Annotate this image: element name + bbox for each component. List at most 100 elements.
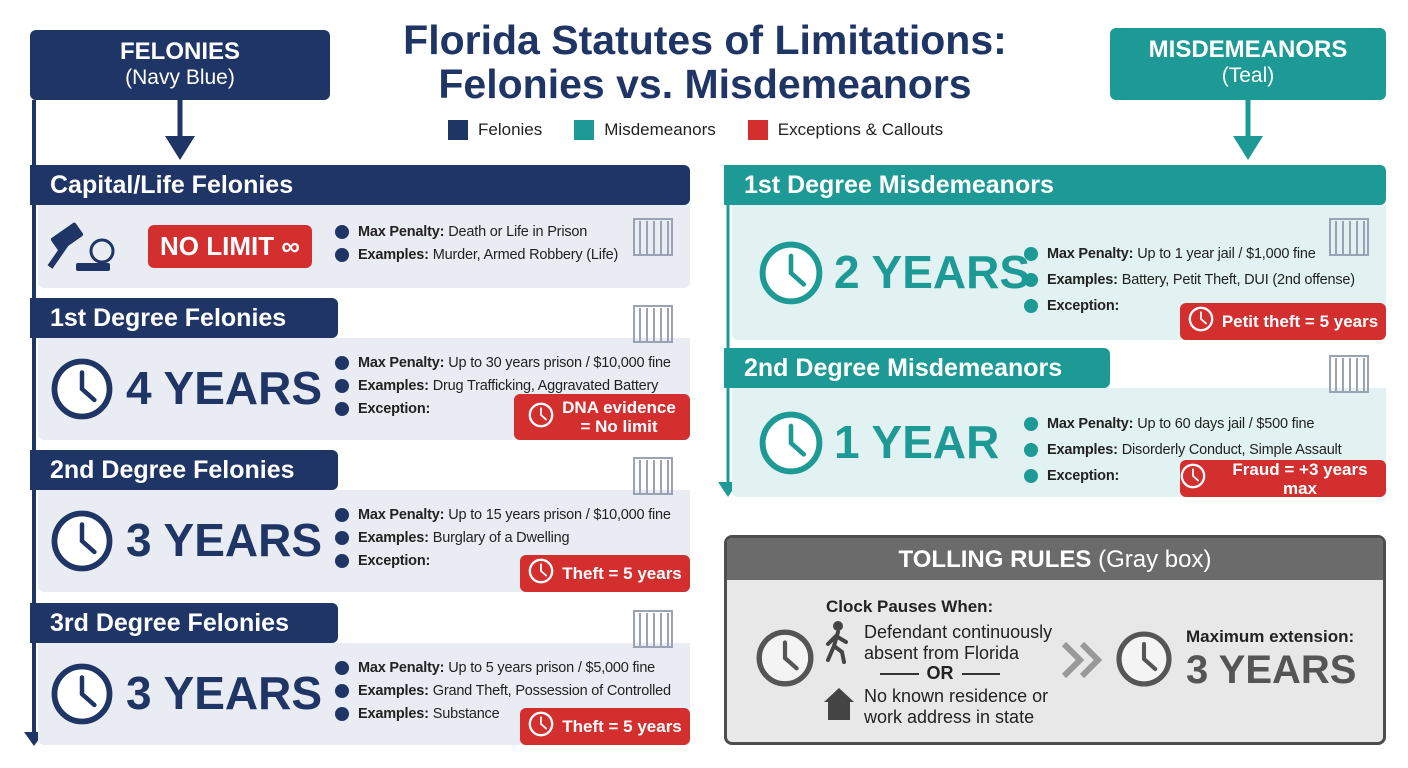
bullet xyxy=(335,401,349,416)
callout-clock xyxy=(528,402,554,427)
detail-text: Murder, Armed Robbery (Life) xyxy=(432,246,619,263)
bullet xyxy=(1024,416,1038,431)
detail-label: Examples: xyxy=(1047,271,1118,288)
callout-icon xyxy=(1188,306,1214,337)
decor-icon xyxy=(1328,354,1370,399)
tolling-condition-line: No known residence or xyxy=(864,686,1049,706)
section-heading: 2nd Degree Misdemeanors xyxy=(724,348,1110,388)
decor-icon-svg xyxy=(633,218,673,256)
detail-label: Examples: xyxy=(1047,441,1118,458)
period: 2 YEARS xyxy=(834,245,1031,298)
section-heading: 1st Degree Misdemeanors xyxy=(724,165,1386,205)
title-line: Felonies vs. Misdemeanors xyxy=(438,61,972,107)
clock-icon xyxy=(758,240,824,311)
bullet xyxy=(335,224,349,239)
tolling-condition: No known residence or work address in st… xyxy=(864,686,1048,728)
detail-text: Substance xyxy=(432,705,500,722)
callout-line: DNA evidence xyxy=(562,398,676,417)
detail: Examples: Drug Trafficking, Aggravated Ba… xyxy=(335,378,658,394)
detail-text: Up to 30 years prison / $10,000 fine xyxy=(448,354,671,371)
tolling-box: TOLLING RULES (Gray box) xyxy=(724,535,1386,745)
detail-label: Max Penalty: xyxy=(358,659,445,676)
decor-icon xyxy=(632,609,674,654)
detail-text: Disorderly Conduct, Simple Assault xyxy=(1121,441,1342,458)
detail-label: Max Penalty: xyxy=(358,223,445,240)
decor-icon xyxy=(632,304,674,349)
legend-swatch xyxy=(448,120,468,140)
detail-label: Exception: xyxy=(1047,297,1120,314)
section-body xyxy=(38,205,690,288)
misdemeanors-label: MISDEMEANORS xyxy=(1148,36,1348,63)
exception-callout: Theft = 5 years xyxy=(520,708,690,745)
rule xyxy=(961,672,1000,675)
legend-swatch xyxy=(574,120,595,140)
misdemeanors-header: MISDEMEANORS (Teal) xyxy=(1110,28,1386,100)
bullet xyxy=(335,355,349,370)
tolling-clock xyxy=(1115,630,1173,693)
legend-label: Misdemeanors xyxy=(604,120,716,139)
tolling-title: TOLLING RULES xyxy=(898,546,1092,573)
bullet xyxy=(335,706,349,721)
period: 1 YEAR xyxy=(834,415,1000,468)
tolling-clock xyxy=(755,628,815,693)
clock-icon-svg xyxy=(51,358,113,420)
tolling-clock-svg xyxy=(1116,631,1172,687)
misdemeanors-sublabel: (Teal) xyxy=(1221,64,1275,87)
detail-label: Exception: xyxy=(1047,467,1120,484)
detail: Examples: Burglary of a Dwelling xyxy=(335,530,570,546)
callout-lines: Petit theft = 5 years xyxy=(1222,312,1378,331)
detail-label: Max Penalty: xyxy=(1047,245,1134,262)
detail-text: Battery, Petit Theft, DUI (2nd offense) xyxy=(1121,271,1355,288)
no-limit-badge: NO LIMIT ∞ xyxy=(148,224,312,268)
callout-lines: DNA evidence = No limit xyxy=(562,398,676,436)
legend-swatch xyxy=(747,120,768,140)
tolling-condition: Defendant continuously absent from Flori… xyxy=(864,622,1052,664)
detail: Exception: xyxy=(1024,468,1123,484)
detail-label: Examples: xyxy=(358,246,429,263)
bullet xyxy=(1024,246,1038,261)
detail-label: Examples: xyxy=(358,377,429,394)
clock-icon xyxy=(50,509,114,578)
bullet xyxy=(335,247,349,262)
detail: Max Penalty: Up to 60 days jail / $500 fi… xyxy=(1024,416,1314,432)
clock-icon-svg xyxy=(51,663,113,725)
exception-callout: Theft = 5 years xyxy=(520,555,690,592)
max-extension-label: Maximum extension: xyxy=(1186,627,1355,646)
felonies-label: FELONIES xyxy=(119,38,240,65)
detail: Max Penalty: Up to 30 years prison / $10,… xyxy=(335,355,671,371)
bullet xyxy=(335,378,349,393)
callout-icon xyxy=(1180,463,1206,494)
detail: Examples: Disorderly Conduct, Simple Assa… xyxy=(1024,441,1342,458)
detail: Exception: xyxy=(1024,298,1123,314)
callout-icon xyxy=(528,711,554,742)
bullet xyxy=(335,530,349,545)
clock-icon-svg xyxy=(51,510,113,572)
clock-icon-svg xyxy=(759,241,823,304)
callout-clock xyxy=(528,558,554,584)
callout-clock xyxy=(1180,463,1206,489)
title-line: Florida Statutes of Limitations: xyxy=(403,17,1007,63)
detail-label: Max Penalty: xyxy=(358,354,445,371)
period: 3 YEARS xyxy=(126,514,323,566)
tolling-condition-line: absent from Florida xyxy=(864,643,1020,663)
callout-line: Theft = 5 years xyxy=(562,564,682,583)
detail-text: Drug Trafficking, Aggravated Battery xyxy=(432,377,659,394)
detail-text: Up to 1 year jail / $1,000 fine xyxy=(1137,245,1316,262)
detail-label: Max Penalty: xyxy=(1047,415,1134,432)
section-heading: 3rd Degree Felonies xyxy=(30,603,338,643)
callout-icon xyxy=(528,558,554,589)
clock-icon xyxy=(50,662,114,731)
detail-label: Exception: xyxy=(358,552,431,569)
detail: Examples: Murder, Armed Robbery (Life) xyxy=(335,247,618,263)
legend-label: Exceptions & Callouts xyxy=(777,120,944,139)
detail: Max Penalty: Up to 15 years prison / $10,… xyxy=(335,507,671,523)
bullet xyxy=(335,683,349,698)
tolling-header: TOLLING RULES (Gray box) xyxy=(727,538,1383,580)
bullet xyxy=(335,507,349,522)
separator-text: OR xyxy=(926,663,954,683)
legend: Felonies Misdemeanors Exceptions & Callout… xyxy=(448,120,943,140)
exception-callout: DNA evidence = No limit xyxy=(514,394,690,440)
felonies-header: FELONIES (Navy Blue) xyxy=(30,30,330,100)
gavel-icon xyxy=(46,215,116,280)
clock-icon xyxy=(758,410,824,481)
